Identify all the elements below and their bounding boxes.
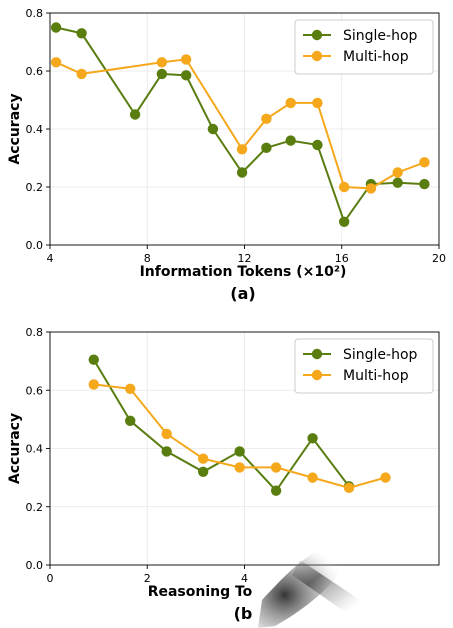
y-tick-label: 0.0 [26,239,44,252]
data-point-multi-hop [380,472,391,483]
data-point-single-hop [419,178,430,190]
x-tick-label: 4 [241,572,248,585]
y-axis-label: Accuracy [7,413,23,484]
data-point-multi-hop [88,379,99,390]
data-point-single-hop [129,109,141,120]
legend-entry: Multi-hop [343,368,409,384]
y-tick-label: 0.8 [26,326,44,339]
y-tick-label: 0.4 [26,123,44,136]
x-axis-label: Information Tokens (×10²) [140,264,347,280]
data-point-multi-hop [180,54,192,65]
data-point-single-hop [197,466,209,477]
y-tick-label: 0.2 [26,181,44,194]
data-point-multi-hop [338,181,350,193]
data-point-single-hop [161,446,172,457]
y-tick-label: 0.6 [26,384,44,397]
legend-box [294,19,434,75]
x-tick-label: 20 [432,252,446,265]
data-point-multi-hop [234,462,245,473]
x-tick-label: 16 [335,252,349,265]
data-point-multi-hop [236,144,248,155]
data-point-single-hop [156,68,168,80]
x-tick-label: 2 [144,572,151,585]
y-tick-label: 0.0 [26,559,44,572]
x-tick-label: 0 [47,572,54,585]
legend: Single-hop Multi-hop [294,19,434,75]
y-tick-label: 0.8 [26,7,44,20]
data-point-multi-hop [343,482,355,494]
smudge-artifact [258,545,360,628]
data-point-single-hop [76,28,87,39]
data-point-multi-hop [261,113,272,125]
data-point-multi-hop [76,68,87,80]
chart-caption: (a) [230,284,255,303]
data-point-multi-hop [156,57,168,68]
data-point-multi-hop [197,453,209,464]
data-point-single-hop [392,177,403,188]
legend-swatch-marker [311,369,323,381]
data-point-multi-hop [270,462,282,473]
y-tick-label: 0.4 [26,443,44,456]
data-point-single-hop [207,123,219,135]
data-point-multi-hop [125,383,136,394]
data-point-single-hop [338,216,350,227]
data-point-multi-hop [392,167,403,178]
legend-swatch-marker [311,50,323,62]
data-point-single-hop [270,485,282,496]
data-point-single-hop [234,446,245,457]
x-tick-label: 12 [238,252,252,265]
legend-entry: Multi-hop [343,49,409,65]
legend-swatch-marker [311,348,323,360]
data-point-single-hop [285,135,296,146]
legend: Single-hop Multi-hop [294,338,434,394]
data-point-multi-hop [161,428,172,440]
legend-swatch-marker [311,29,323,41]
y-tick-label: 0.6 [26,65,44,78]
series-line-single-hop [92,359,350,493]
data-point-multi-hop [50,57,62,68]
data-point-single-hop [261,142,272,154]
data-point-single-hop [307,433,318,444]
legend-entry: Single-hop [343,347,418,363]
chart-a: 0.0 0.2 0.4 0.6 0.8 4 8 12 16 20 Information Token… [7,7,446,303]
data-point-single-hop [236,167,248,178]
data-point-multi-hop [419,157,430,168]
data-point-multi-hop [365,183,377,194]
data-point-multi-hop [285,97,296,109]
data-point-single-hop [312,139,323,151]
chart-caption: (b [234,604,253,623]
data-point-single-hop [180,70,192,81]
y-axis-label: Accuracy [7,93,23,164]
legend-box [294,338,434,394]
legend-entry: Single-hop [343,28,418,44]
x-axis-label: Reasoning To [148,584,253,600]
y-tick-label: 0.2 [26,501,44,514]
data-point-single-hop [125,415,136,427]
data-point-multi-hop [312,97,323,109]
x-tick-label: 8 [144,252,151,265]
data-point-single-hop [50,22,62,33]
x-tick-label: 4 [47,252,54,265]
data-point-multi-hop [307,472,318,483]
data-point-single-hop [88,354,99,365]
